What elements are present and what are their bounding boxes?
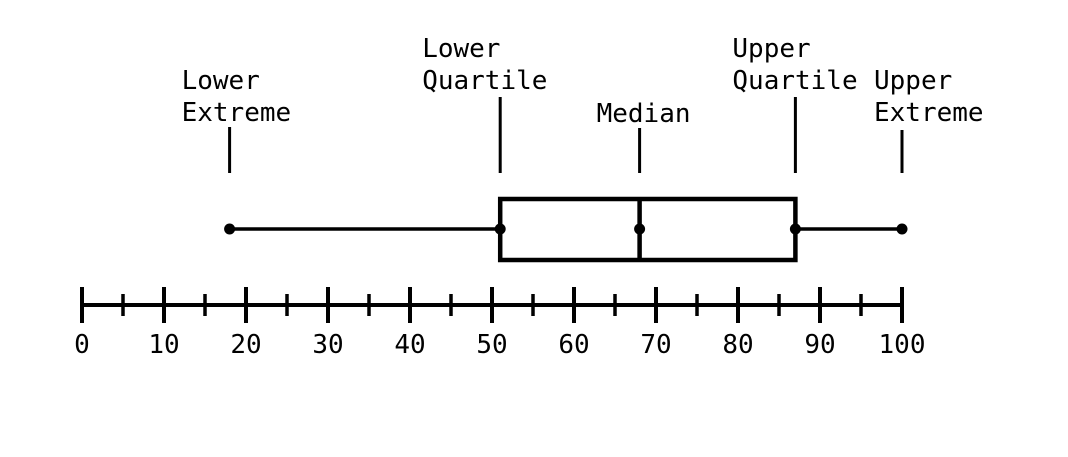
axis-tick-label: 0 [74, 330, 90, 360]
axis-tick-label: 100 [879, 330, 926, 360]
upper-quartile-dot [789, 223, 801, 235]
median-dot [634, 223, 646, 235]
annotation-label: Quartile [732, 66, 858, 96]
axis-tick-label: 10 [148, 330, 179, 360]
annotation-label: Quartile [422, 66, 548, 96]
iqr-box [497, 196, 798, 263]
axis-tick-label: 30 [312, 330, 343, 360]
lower-quartile-dot [494, 223, 506, 235]
annotation-label: Upper [874, 66, 953, 96]
annotation-upper-quartile: Upper Quartile [732, 33, 857, 97]
axis-tick-label: 90 [804, 330, 835, 360]
annotation-label: Extreme [181, 98, 292, 128]
annotation-lower-quartile: Lower Quartile [422, 33, 547, 97]
annotation-label: Lower [422, 34, 501, 64]
annotation-upper-extreme: Upper Extreme [874, 65, 984, 129]
annotation-label: Median [596, 99, 691, 129]
axis-tick-label: 70 [640, 330, 671, 360]
annotation-label: Upper [732, 34, 811, 64]
axis-tick-label: 80 [722, 330, 753, 360]
annotation-label: Lower [181, 66, 260, 96]
annotation-lower-extreme: Lower Extreme [182, 65, 292, 129]
axis-tick-label: 60 [558, 330, 589, 360]
annotation-label: Extreme [874, 98, 984, 128]
upper-extreme-dot [896, 223, 908, 235]
lower-extreme-dot [224, 223, 236, 235]
axis-tick-label: 50 [476, 330, 507, 360]
axis-tick-label: 20 [230, 330, 261, 360]
axis-tick-label: 40 [394, 330, 425, 360]
annotation-median: Median [597, 98, 691, 130]
